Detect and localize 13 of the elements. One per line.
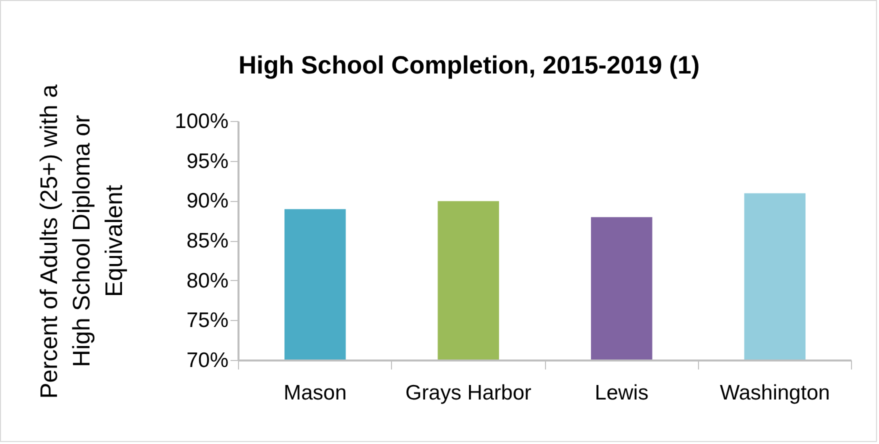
y-tick-label: 90% [186,190,228,213]
chart-title: High School Completion, 2015-2019 (1) [238,52,700,80]
x-tick-label: Mason [284,382,347,404]
y-tick-label: 80% [186,269,228,292]
y-axis-title: Percent of Adults (25+) with a High School Diploma or Equivalent [36,84,128,399]
x-tick-label: Grays Harbor [405,382,532,404]
y-tick-label: 100% [174,110,229,133]
x-tick-label: Washington [720,382,830,404]
x-tick-label: Lewis [594,382,648,404]
y-tick-label: 95% [186,150,228,173]
y-tick-label: 70% [186,349,228,372]
y-tick-label: 75% [186,309,228,332]
y-tick-label: 85% [186,230,228,252]
